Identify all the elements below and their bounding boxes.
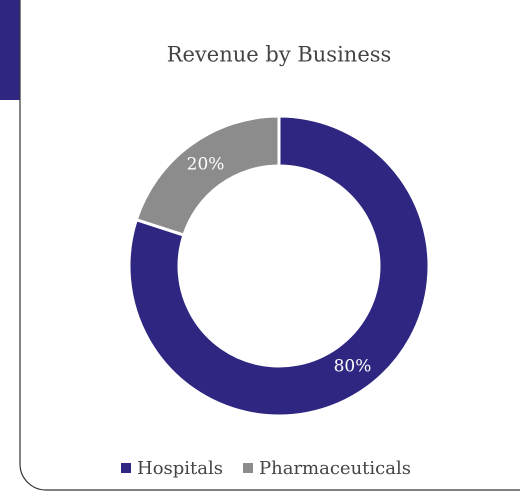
donut-slice (127, 114, 431, 418)
legend-label: Pharmaceuticals (259, 458, 411, 479)
data-label: 20% (187, 154, 225, 174)
data-label: 80% (334, 357, 372, 377)
legend-label: Hospitals (137, 458, 223, 479)
card (19, 0, 520, 491)
plot: 80% 20% (127, 114, 431, 418)
legend: Hospitals Pharmaceuticals (121, 458, 411, 479)
legend-swatch (243, 463, 254, 473)
chart-title: Revenue by Business (167, 43, 392, 67)
legend-swatch (121, 463, 131, 473)
donut-slice (134, 114, 281, 237)
